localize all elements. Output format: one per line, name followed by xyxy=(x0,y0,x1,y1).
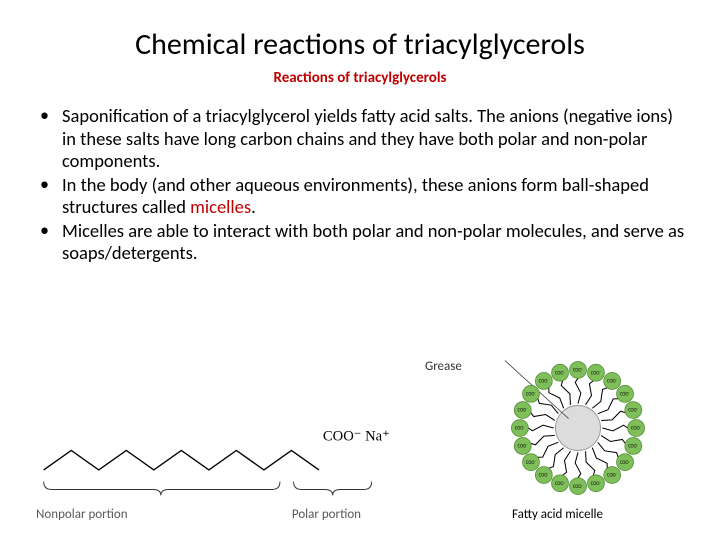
svg-text:COO⁻: COO⁻ xyxy=(631,427,642,432)
bullet-item: Micelles are able to interact with both … xyxy=(34,220,686,265)
bullet-list: Saponification of a triacylglycerol yiel… xyxy=(34,105,686,265)
diagram-row: COO⁻ Na⁺ Nonpolar portion Polar portion … xyxy=(30,353,690,522)
svg-text:COO⁻: COO⁻ xyxy=(515,427,526,432)
svg-text:COO⁻: COO⁻ xyxy=(628,409,639,414)
bullet-text: Micelles are able to interact with both … xyxy=(62,219,684,265)
svg-text:COO⁻: COO⁻ xyxy=(628,445,639,450)
svg-text:COO⁻: COO⁻ xyxy=(526,461,537,466)
svg-text:COO⁻: COO⁻ xyxy=(539,474,550,479)
bullet-highlight: micelles xyxy=(190,195,251,218)
polar-label: Polar portion xyxy=(292,507,361,522)
svg-text:COO⁻: COO⁻ xyxy=(573,369,584,374)
bullet-text: . xyxy=(251,195,256,218)
svg-text:COO⁻: COO⁻ xyxy=(517,409,528,414)
bullet-item: Saponification of a triacylglycerol yiel… xyxy=(34,105,686,173)
svg-text:COO⁻: COO⁻ xyxy=(607,380,618,385)
bullet-text: Saponification of a triacylglycerol yiel… xyxy=(62,104,673,172)
svg-text:COO⁻: COO⁻ xyxy=(526,393,537,398)
micelle-svg: COO⁻ COO⁻ COO⁻ COO⁻ COO⁻ COO⁻ COO⁻ COO⁻ COO⁻ COO⁻… xyxy=(488,353,668,503)
zigzag-path xyxy=(44,450,319,470)
svg-text:COO⁻: COO⁻ xyxy=(573,485,584,490)
zigzag-svg: COO⁻ Na⁺ xyxy=(30,427,401,505)
page-title: Chemical reactions of triacylglycerols xyxy=(34,26,686,63)
bullet-item: In the body (and other aqueous environme… xyxy=(34,174,686,219)
micelle-diagram: Grease COO⁻COO⁻COO⁻COO⁻COO⁻COO⁻COO⁻COO⁻C… xyxy=(425,353,690,522)
fatty-acid-diagram: COO⁻ Na⁺ Nonpolar portion Polar portion xyxy=(30,427,401,522)
svg-text:COO⁻: COO⁻ xyxy=(607,474,618,479)
svg-text:COO⁻: COO⁻ xyxy=(555,371,566,376)
bullet-text: In the body (and other aqueous environme… xyxy=(62,173,649,219)
portion-labels: Nonpolar portion Polar portion xyxy=(30,507,401,522)
svg-text:COO⁻: COO⁻ xyxy=(591,482,602,487)
svg-text:COO⁻: COO⁻ xyxy=(620,393,631,398)
svg-text:COO⁻: COO⁻ xyxy=(539,380,550,385)
page-subtitle: Reactions of triacylglycerols xyxy=(34,69,686,87)
charge-label: COO⁻ Na⁺ xyxy=(323,429,390,445)
svg-text:COO⁻: COO⁻ xyxy=(591,371,602,376)
micelle-caption: Fatty acid micelle xyxy=(425,507,690,522)
svg-text:COO⁻: COO⁻ xyxy=(517,445,528,450)
brace-nonpolar xyxy=(44,482,280,496)
grease-label: Grease xyxy=(425,359,462,374)
svg-text:COO⁻: COO⁻ xyxy=(555,482,566,487)
svg-text:COO⁻: COO⁻ xyxy=(620,461,631,466)
nonpolar-label: Nonpolar portion xyxy=(36,507,128,522)
brace-polar xyxy=(294,482,372,496)
